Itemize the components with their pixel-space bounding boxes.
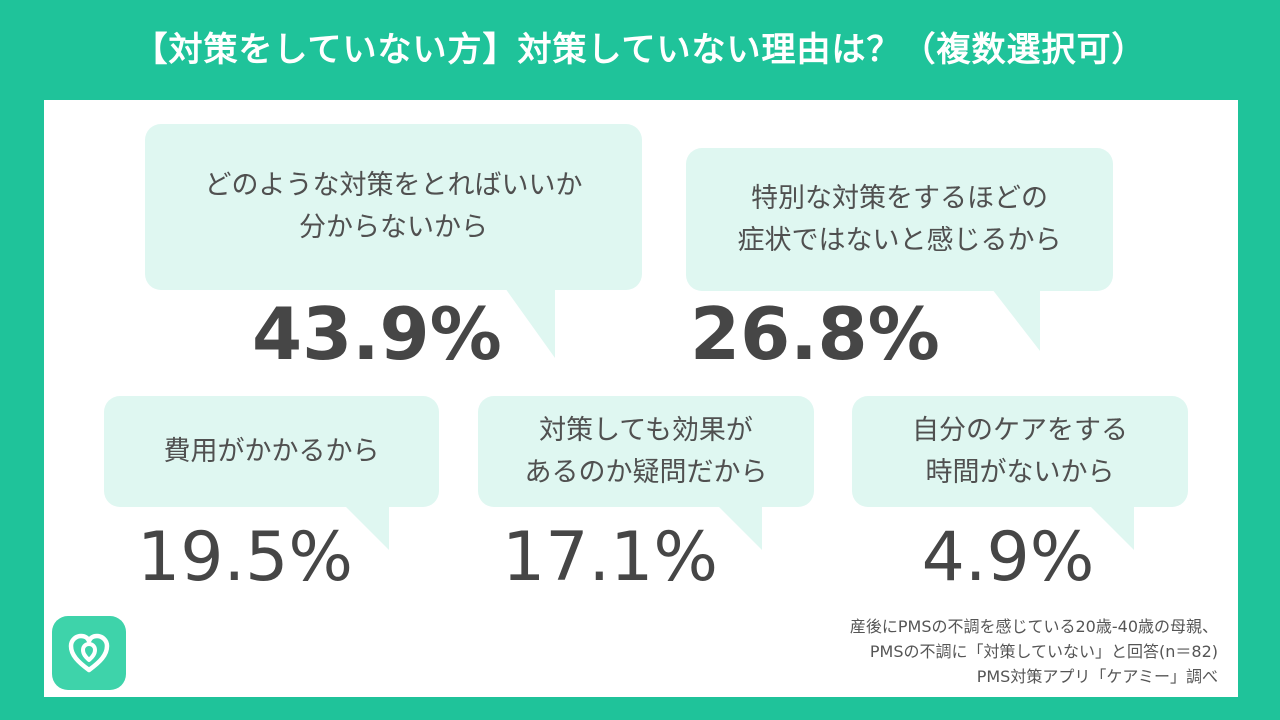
reason-bubble-tail-2: [992, 289, 1040, 351]
reason-bubble-5: 自分のケアをする 時間がないから: [852, 396, 1188, 507]
reason-bubble-tail-3: [345, 506, 389, 550]
page-title: 【対策をしていない方】対策していない理由は？（複数選択可）: [133, 30, 1147, 70]
reason-bubble-4: 対策しても効果が あるのか疑問だから: [478, 396, 814, 507]
reason-bubble-tail-5: [1090, 506, 1134, 550]
reason-percent-5: 4.9%: [921, 518, 1095, 597]
reason-bubble-3: 費用がかかるから: [104, 396, 439, 507]
reason-percent-3: 19.5%: [136, 518, 354, 597]
source-line-1: 産後にPMSの不調を感じている20歳-40歳の母親、: [849, 617, 1218, 636]
heart-shape-icon: [68, 633, 110, 673]
reason-bubble-1: どのような対策をとればいいか 分からないから: [145, 124, 642, 290]
reason-percent-4: 17.1%: [501, 518, 719, 597]
reason-percent-2: 26.8%: [690, 292, 940, 376]
reason-bubble-tail-4: [718, 506, 762, 550]
source-line-2: PMSの不調に「対策していない」と回答(n＝82): [869, 642, 1218, 661]
app-logo: [52, 616, 126, 690]
reason-bubble-2: 特別な対策をするほどの 症状ではないと感じるから: [686, 148, 1113, 291]
source-line-3: PMS対策アプリ「ケアミー」調べ: [976, 667, 1218, 686]
reason-bubble-tail-1: [505, 288, 555, 358]
source-note: 産後にPMSの不調を感じている20歳-40歳の母親、 PMSの不調に「対策してい…: [850, 614, 1218, 689]
reason-percent-1: 43.9%: [252, 292, 502, 376]
